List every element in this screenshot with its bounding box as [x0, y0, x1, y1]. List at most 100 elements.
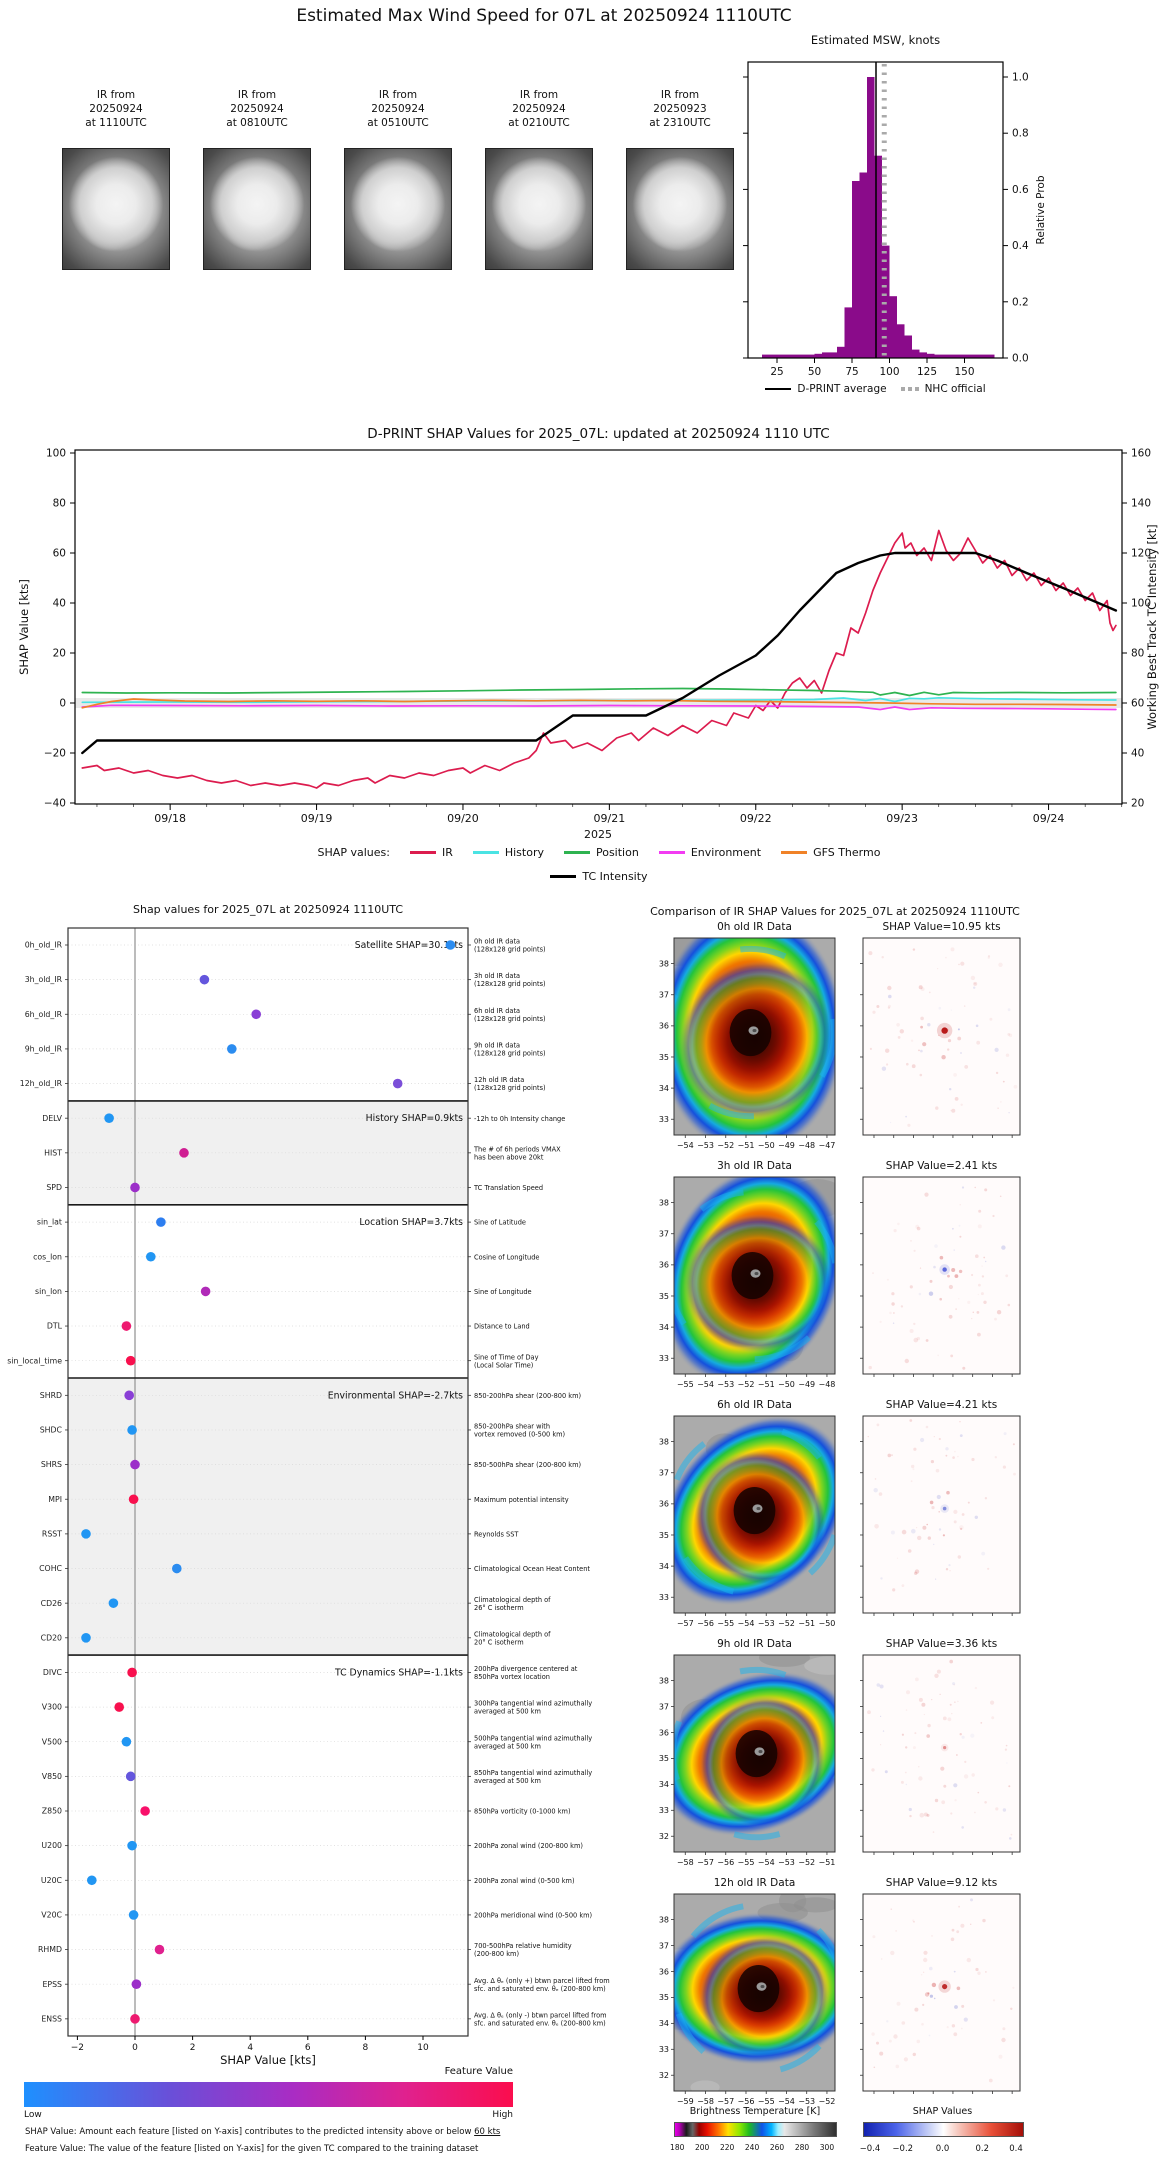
feature-name: COHC — [39, 1564, 62, 1573]
shap-speckle — [921, 1702, 926, 1707]
histogram-ytick-label: 0.2 — [1012, 296, 1029, 308]
shap-speckle — [893, 1312, 895, 1314]
feature-description-line: 300hPa tangential wind azimuthally — [474, 1700, 592, 1708]
feature-description-line: 700-500hPa relative humidity — [474, 1942, 572, 1950]
lat-tick-label: 36 — [659, 1022, 669, 1031]
ir-map-title: 0h old IR Data — [717, 921, 792, 933]
shap-speckle — [1010, 1833, 1013, 1836]
lon-tick-label: −55 — [717, 1619, 734, 1628]
feature-description: 12h old IR data (128x128 grid points) — [474, 1076, 546, 1092]
shap-speckle — [896, 1023, 900, 1027]
ir-thumbnail-label-line: at 2310UTC — [649, 117, 711, 129]
shap-map-background — [863, 1177, 1020, 1374]
shap-dot — [146, 1251, 156, 1262]
shap-dot — [121, 1321, 132, 1331]
shap-map-background — [863, 1894, 1020, 2091]
feature-name: EPSS — [42, 1980, 62, 1989]
timeseries-ytick-left-label: 40 — [53, 598, 66, 610]
feature-description: Sine of Longitude — [474, 1288, 532, 1296]
shap-map-title: SHAP Value=4.21 kts — [885, 1399, 998, 1411]
dotplot-xtick-label: −2 — [71, 2043, 84, 2053]
nhc-official-swatch — [900, 387, 919, 391]
shap-dot — [131, 1979, 142, 1989]
storm-eye-center — [752, 1028, 757, 1033]
feature-name: U20C — [41, 1876, 63, 1885]
shap-center-dot — [941, 1027, 948, 1034]
lat-tick-label: 35 — [659, 1531, 669, 1540]
series-line-ir — [81, 529, 1117, 789]
shap-speckle — [1012, 1443, 1015, 1446]
shap-speckle — [947, 1048, 950, 1051]
shap-speckle — [905, 1115, 907, 1118]
shap-speckle — [904, 1771, 907, 1774]
legend-swatch — [658, 851, 685, 854]
lat-tick-label: 34 — [659, 2019, 669, 2028]
lon-tick-label: −49 — [798, 1380, 815, 1389]
feature-description-line: Climatological depth of — [474, 1630, 551, 1638]
shap-speckle — [967, 1501, 970, 1504]
lon-tick-label: −51 — [819, 1858, 836, 1867]
ir-map — [674, 1894, 835, 2091]
shap-speckle — [896, 2001, 901, 2006]
shap-speckle — [984, 1801, 987, 1804]
dotplot-xtick-label: 4 — [247, 2043, 253, 2053]
shap-speckle — [881, 1958, 883, 1960]
shap-speckle — [976, 1040, 981, 1045]
shap-speckle — [953, 1520, 957, 1524]
ir-thumbnail-label-line: at 0510UTC — [367, 117, 429, 129]
feature-description: 200hPa zonal wind (200-800 km) — [474, 1842, 583, 1850]
feature-description: Climatological Ocean Heat Content — [474, 1565, 590, 1573]
shap-speckle — [949, 1703, 952, 1706]
cloud-blob — [690, 2080, 720, 2091]
shap-speckle — [984, 1188, 988, 1192]
shap-speckle — [918, 1766, 920, 1768]
shap-speckle — [913, 1447, 917, 1451]
shap-speckle — [909, 1419, 913, 1422]
lat-tick-label: 36 — [659, 1967, 669, 1976]
shap-speckle — [958, 1298, 960, 1300]
shap-speckle — [954, 1097, 959, 1101]
shap-speckle — [953, 1249, 955, 1251]
shap-speckle — [1007, 1303, 1011, 1307]
shap-speckle — [1004, 1748, 1008, 1751]
lon-tick-label: −59 — [677, 2097, 694, 2106]
histogram-bar — [874, 155, 882, 358]
shap-speckle — [924, 1192, 929, 1197]
timeseries-ytick-right-label: 40 — [1131, 748, 1144, 760]
shap-speckle — [987, 1567, 990, 1570]
lon-tick-label: −58 — [677, 1858, 694, 1867]
ir-map — [674, 938, 835, 1135]
shap-speckle — [936, 1494, 941, 1500]
cloud-blob — [779, 1894, 807, 1913]
main-title: Estimated Max Wind Speed for 07L at 2025… — [296, 6, 792, 26]
shap-speckle — [868, 951, 873, 956]
series-line-tc-intensity — [81, 551, 1118, 755]
comparison-title: Comparison of IR SHAP Values for 2025_07… — [650, 905, 1020, 918]
shap-speckle — [872, 1010, 876, 1014]
shap-map-title: SHAP Value=3.36 kts — [885, 1638, 998, 1650]
shap-speckle — [963, 1774, 969, 1779]
ir-map-frame — [673, 1176, 836, 1375]
shap-speckle — [975, 1024, 979, 1028]
shap-speckle — [998, 962, 1003, 967]
legend-swatch — [472, 851, 499, 854]
lat-tick-label: 34 — [659, 1323, 669, 1332]
shap-speckle — [995, 1071, 999, 1075]
feature-description-line: (200-800 km) — [474, 1950, 519, 1958]
shap-speckle — [934, 1798, 939, 1803]
shap-speckle — [994, 1047, 999, 1052]
shap-speckle — [1001, 2037, 1006, 2043]
shap-speckle — [929, 1500, 934, 1505]
shap-dot — [114, 1702, 124, 1712]
histogram-frame — [747, 61, 1004, 359]
legend-item-tc-intensity: TC Intensity — [550, 870, 648, 883]
shap-speckle — [920, 1049, 923, 1053]
shap-speckle — [933, 1997, 936, 2000]
shap-dot — [392, 1078, 403, 1089]
lat-tick-label: 38 — [659, 1437, 669, 1446]
shap-speckle — [912, 1919, 915, 1922]
shap-speckle — [909, 1814, 912, 1818]
ir-thumbnail-image — [485, 148, 593, 270]
shap-dot — [127, 1840, 137, 1851]
shap-speckle — [974, 1186, 976, 1189]
